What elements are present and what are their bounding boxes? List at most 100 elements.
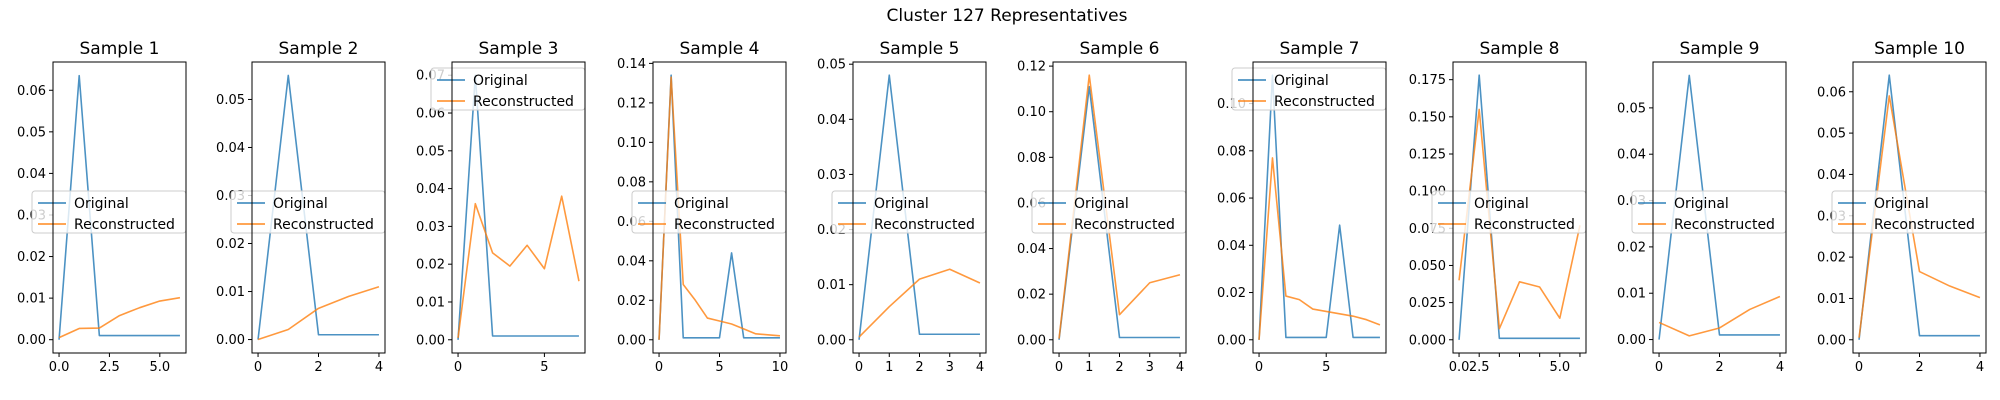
axes-frame (1052, 61, 1187, 354)
y-tick-label: 0.03 (416, 220, 445, 235)
x-tick-label: 2 (1915, 360, 1923, 375)
series-line-reconstructed (257, 285, 380, 341)
series-line-original (1258, 74, 1380, 340)
legend: Original Reconstructed (1031, 190, 1187, 234)
x-tick-label: 0 (1255, 360, 1263, 375)
y-tick-label: 0.01 (1817, 292, 1846, 307)
x-tick-label: 10 (772, 360, 789, 375)
chart-panel-1: Sample 10.000.010.020.030.040.050.060.02… (17, 39, 187, 375)
axes-frame (1252, 61, 1387, 354)
y-tick-label: 0.08 (617, 175, 646, 190)
series-line-original (858, 74, 980, 340)
axes-frame (652, 61, 787, 354)
chart-panel-2: Sample 20.000.010.020.030.040.05024Origi… (216, 39, 386, 375)
y-tick-label: 0.06 (17, 84, 46, 99)
legend-label: Original (473, 73, 528, 89)
legend-label: Reconstructed (1274, 94, 1375, 110)
series-line-reconstructed (858, 268, 981, 338)
chart-panel-10: Sample 100.000.010.020.030.040.050.06024… (1817, 39, 1987, 375)
y-tick-label: 0.05 (1817, 127, 1846, 142)
series-line-original (58, 74, 180, 340)
y-tick-label: 0.02 (1817, 251, 1846, 266)
chart-panel-5: Sample 50.000.010.020.030.040.0501234Ori… (817, 39, 987, 375)
x-tick-label: 0 (454, 360, 462, 375)
y-tick-label: 0.12 (617, 96, 646, 111)
y-tick-label: 0.00 (1217, 333, 1246, 348)
series-line-reconstructed (1858, 95, 1981, 338)
y-tick-label: 0.05 (17, 125, 46, 140)
legend: Original Reconstructed (1631, 190, 1787, 234)
legend-label: Original (273, 196, 328, 212)
y-tick-label: 0.00 (817, 333, 846, 348)
y-tick-label: 0.05 (817, 58, 846, 73)
legend: Original Reconstructed (31, 190, 187, 234)
y-tick-label: 0.00 (1017, 333, 1046, 348)
series-line-original (1658, 74, 1780, 340)
x-tick-label: 0 (254, 360, 262, 375)
axes-frame (852, 61, 987, 354)
legend-label: Reconstructed (1074, 217, 1175, 233)
series-line-original (1458, 74, 1580, 340)
y-tick-label: 0.00 (17, 333, 46, 348)
legend-label: Original (1674, 196, 1729, 212)
x-tick-label: 1 (885, 360, 893, 375)
legend-label: Reconstructed (273, 217, 374, 233)
panel-title: Sample 7 (1280, 39, 1360, 59)
y-tick-label: 0.01 (1617, 287, 1646, 302)
legend-label: Reconstructed (1874, 217, 1975, 233)
y-tick-label: 0.05 (216, 93, 245, 108)
y-tick-label: 0.02 (617, 294, 646, 309)
x-tick-label: 0 (855, 360, 863, 375)
chart-panel-8: Sample 80.0000.0250.0500.0750.1000.1250.… (1409, 39, 1587, 375)
chart-panel-4: Sample 40.000.020.040.060.080.100.120.14… (617, 39, 788, 375)
legend-label: Reconstructed (74, 217, 175, 233)
panel-title: Sample 9 (1680, 39, 1760, 59)
legend-label: Reconstructed (1674, 217, 1775, 233)
panel-title: Sample 6 (1080, 39, 1160, 59)
axes-frame (1852, 61, 1987, 354)
y-tick-label: 0.02 (1217, 286, 1246, 301)
axes-frame (451, 61, 586, 354)
y-tick-label: 0.01 (216, 285, 245, 300)
series-line-original (658, 74, 780, 340)
series-line-reconstructed (1458, 108, 1581, 330)
x-tick-label: 2 (1715, 360, 1723, 375)
y-tick-label: 0.02 (416, 258, 445, 273)
x-tick-label: 0 (655, 360, 663, 375)
y-tick-label: 0.04 (617, 254, 646, 269)
axes-frame (52, 61, 187, 354)
y-tick-label: 0.00 (216, 333, 245, 348)
legend: Original Reconstructed (1431, 190, 1587, 234)
legend-label: Original (1474, 196, 1529, 212)
y-tick-label: 0.04 (817, 113, 846, 128)
axes-frame (251, 61, 386, 354)
y-tick-label: 0.08 (1017, 151, 1046, 166)
y-tick-label: 0.04 (1217, 239, 1246, 254)
y-tick-label: 0.06 (1217, 192, 1246, 207)
x-tick-label: 4 (1176, 360, 1184, 375)
chart-panel-6: Sample 60.000.020.040.060.080.100.120123… (1017, 39, 1187, 375)
y-tick-label: 0.125 (1409, 147, 1446, 162)
y-tick-label: 0.01 (17, 292, 46, 307)
legend: Original Reconstructed (1231, 67, 1387, 111)
y-tick-label: 0.06 (1817, 85, 1846, 100)
y-tick-label: 0.00 (1817, 333, 1846, 348)
legend: Original Reconstructed (631, 190, 787, 234)
x-tick-label: 2.5 (99, 360, 120, 375)
y-tick-label: 0.05 (1617, 101, 1646, 116)
y-tick-label: 0.01 (817, 278, 846, 293)
y-tick-label: 0.01 (416, 295, 445, 310)
y-tick-label: 0.04 (1617, 148, 1646, 163)
y-tick-label: 0.02 (1017, 288, 1046, 303)
y-tick-label: 0.14 (617, 57, 646, 72)
x-tick-label: 4 (976, 360, 984, 375)
series-line-original (457, 74, 579, 340)
y-tick-label: 0.04 (416, 182, 445, 197)
legend: Original Reconstructed (1831, 190, 1987, 234)
legend-label: Reconstructed (1474, 217, 1575, 233)
chart-panel-3: Sample 30.000.010.020.030.040.050.060.07… (416, 39, 586, 375)
chart-panel-9: Sample 90.000.010.020.030.040.05024Origi… (1617, 39, 1787, 375)
x-tick-label: 0.0 (1449, 360, 1470, 375)
x-tick-label: 0 (1655, 360, 1663, 375)
